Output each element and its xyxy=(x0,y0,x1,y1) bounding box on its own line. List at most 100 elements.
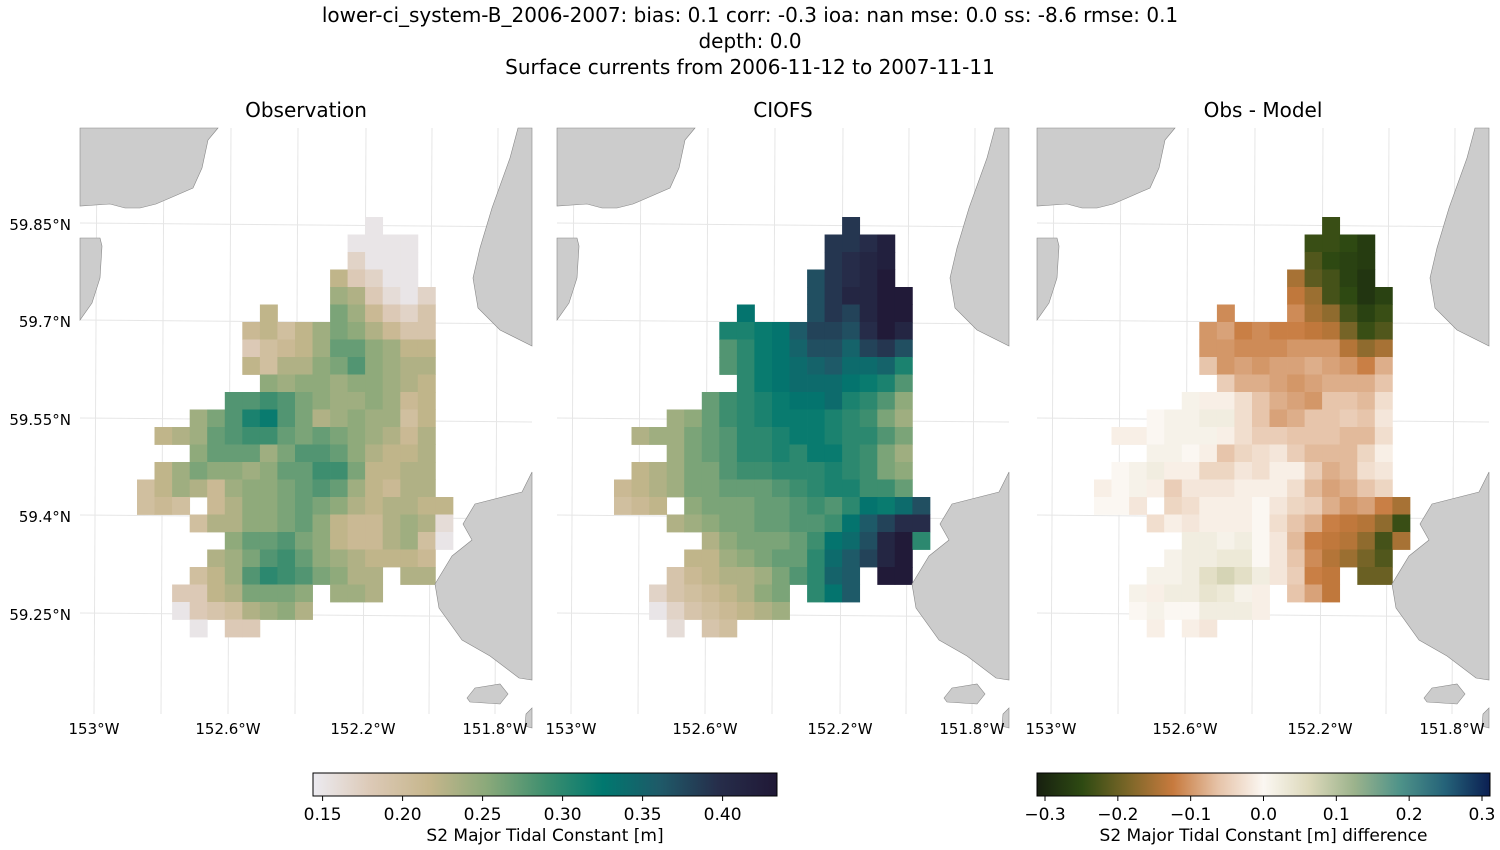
grid-cell xyxy=(400,322,419,340)
grid-cell xyxy=(772,602,790,620)
grid-cell xyxy=(1269,374,1288,393)
grid-cell xyxy=(684,409,703,428)
grid-cell xyxy=(631,462,650,480)
grid-cell xyxy=(330,532,349,550)
grid-cell xyxy=(1111,479,1130,498)
grid-cell xyxy=(347,479,366,498)
grid-cell xyxy=(259,497,278,515)
grid-cell xyxy=(154,479,173,498)
grid-cell xyxy=(400,549,419,568)
grid-cell xyxy=(189,444,208,463)
grid-cell xyxy=(1252,567,1270,585)
grid-cell xyxy=(1269,409,1288,428)
grid-cell xyxy=(894,322,913,340)
grid-cell xyxy=(1322,217,1341,235)
grid-cell xyxy=(1181,602,1200,620)
grid-cell xyxy=(207,497,226,515)
meridian-gridline xyxy=(570,127,575,715)
grid-cell xyxy=(859,304,878,323)
grid-cell xyxy=(824,462,843,480)
grid-cell xyxy=(277,514,296,533)
grid-cell xyxy=(789,567,808,585)
grid-cell xyxy=(877,392,896,410)
grid-cell xyxy=(859,234,878,253)
grid-cell xyxy=(1392,514,1411,533)
parallel-gridline xyxy=(556,222,1010,228)
grid-cell xyxy=(1287,497,1306,515)
grid-cell xyxy=(400,392,419,410)
grid-cell xyxy=(1216,409,1235,428)
grid-cell xyxy=(400,497,419,515)
grid-cell xyxy=(277,357,296,375)
figure-subtitle-period: Surface currents from 2006-11-12 to 2007… xyxy=(505,55,995,79)
grid-cell xyxy=(1216,602,1235,620)
panel-title-difference: Obs - Model xyxy=(1203,98,1323,122)
grid-cell xyxy=(312,339,331,358)
grid-cell xyxy=(1357,549,1376,568)
grid-cell xyxy=(172,584,191,603)
grid-cell xyxy=(382,252,401,270)
grid-cell xyxy=(295,409,313,428)
grid-cell xyxy=(312,549,331,568)
grid-cell xyxy=(1199,497,1218,515)
grid-cell xyxy=(877,462,896,480)
grid-cell xyxy=(1216,462,1235,480)
grid-cell xyxy=(719,427,738,445)
grid-cell xyxy=(877,252,896,270)
grid-cell xyxy=(347,269,366,288)
grid-cell xyxy=(137,497,155,515)
grid-cell xyxy=(382,444,401,463)
grid-cell xyxy=(684,567,703,585)
land-polygon xyxy=(949,127,1010,347)
grid-cell xyxy=(207,409,226,428)
grid-cell xyxy=(824,269,843,288)
grid-cell xyxy=(859,339,878,358)
grid-cell xyxy=(859,427,878,445)
grid-cell xyxy=(382,514,401,533)
grid-cell xyxy=(842,374,861,393)
grid-cell xyxy=(1199,427,1218,445)
grid-cell xyxy=(719,584,738,603)
grid-cell xyxy=(312,392,331,410)
grid-cell xyxy=(894,549,913,568)
grid-cell xyxy=(347,532,366,550)
grid-cell xyxy=(1374,392,1393,410)
grid-cell xyxy=(789,532,808,550)
meridian-gridline xyxy=(637,127,642,715)
grid-cell xyxy=(807,322,826,340)
colorbar-tick-label: 0.20 xyxy=(384,805,422,825)
grid-cell xyxy=(1146,619,1165,638)
map-panel-ciofs: 153°W 152.6°W 152.2°W 151.8°W xyxy=(546,127,1010,738)
grid-cell xyxy=(1322,462,1341,480)
grid-cell xyxy=(736,392,755,410)
grid-cell xyxy=(154,462,173,480)
grid-cell xyxy=(312,444,331,463)
grid-cell xyxy=(347,514,366,533)
grid-cell xyxy=(772,409,790,428)
grid-cell xyxy=(1304,234,1323,253)
grid-cell xyxy=(1322,514,1341,533)
grid-cell xyxy=(1304,357,1323,375)
grid-cell xyxy=(701,584,720,603)
grid-cell xyxy=(1304,287,1323,305)
grid-cell xyxy=(1181,584,1200,603)
grid-cell xyxy=(400,234,419,253)
grid-cell xyxy=(1164,567,1183,585)
grid-cell xyxy=(736,427,755,445)
colorbar-bar xyxy=(1036,772,1491,797)
grid-cell xyxy=(842,497,861,515)
grid-cell xyxy=(382,532,401,550)
grid-cell xyxy=(172,462,191,480)
grid-cell xyxy=(1339,269,1358,288)
grid-cell xyxy=(666,514,685,533)
grid-cell xyxy=(1357,357,1376,375)
grid-cell xyxy=(1234,409,1253,428)
grid-cell xyxy=(347,287,366,305)
colorbar-tick-label: 0.0 xyxy=(1250,805,1277,825)
grid-cell xyxy=(1357,234,1376,253)
grid-cell xyxy=(1339,287,1358,305)
grid-cell xyxy=(312,567,331,585)
grid-cell xyxy=(224,567,243,585)
grid-cell xyxy=(382,357,401,375)
grid-cell xyxy=(330,269,349,288)
